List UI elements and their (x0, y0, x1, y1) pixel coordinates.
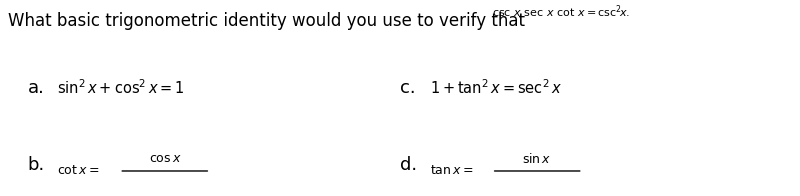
Text: $1 + \tan^2 x = \sec^2 x$: $1 + \tan^2 x = \sec^2 x$ (430, 79, 562, 97)
Text: $\tan x =$: $\tan x =$ (430, 164, 474, 178)
Text: $\mathregular{csc}\ x\ \mathregular{sec}\ x\ \mathregular{cot}\ x = \mathregular: $\mathregular{csc}\ x\ \mathregular{sec}… (492, 4, 630, 20)
Text: d.: d. (400, 156, 417, 174)
Text: b.: b. (27, 156, 45, 174)
Text: c.: c. (400, 79, 416, 97)
Text: $\sin^2 x + \cos^2 x = 1$: $\sin^2 x + \cos^2 x = 1$ (58, 79, 185, 97)
Text: $\sin x$: $\sin x$ (522, 152, 552, 166)
Text: $\cot x =$: $\cot x =$ (58, 164, 100, 178)
Text: $\cos x$: $\cos x$ (149, 152, 181, 165)
Text: What basic trigonometric identity would you use to verify that: What basic trigonometric identity would … (8, 12, 530, 30)
Text: a.: a. (27, 79, 45, 97)
